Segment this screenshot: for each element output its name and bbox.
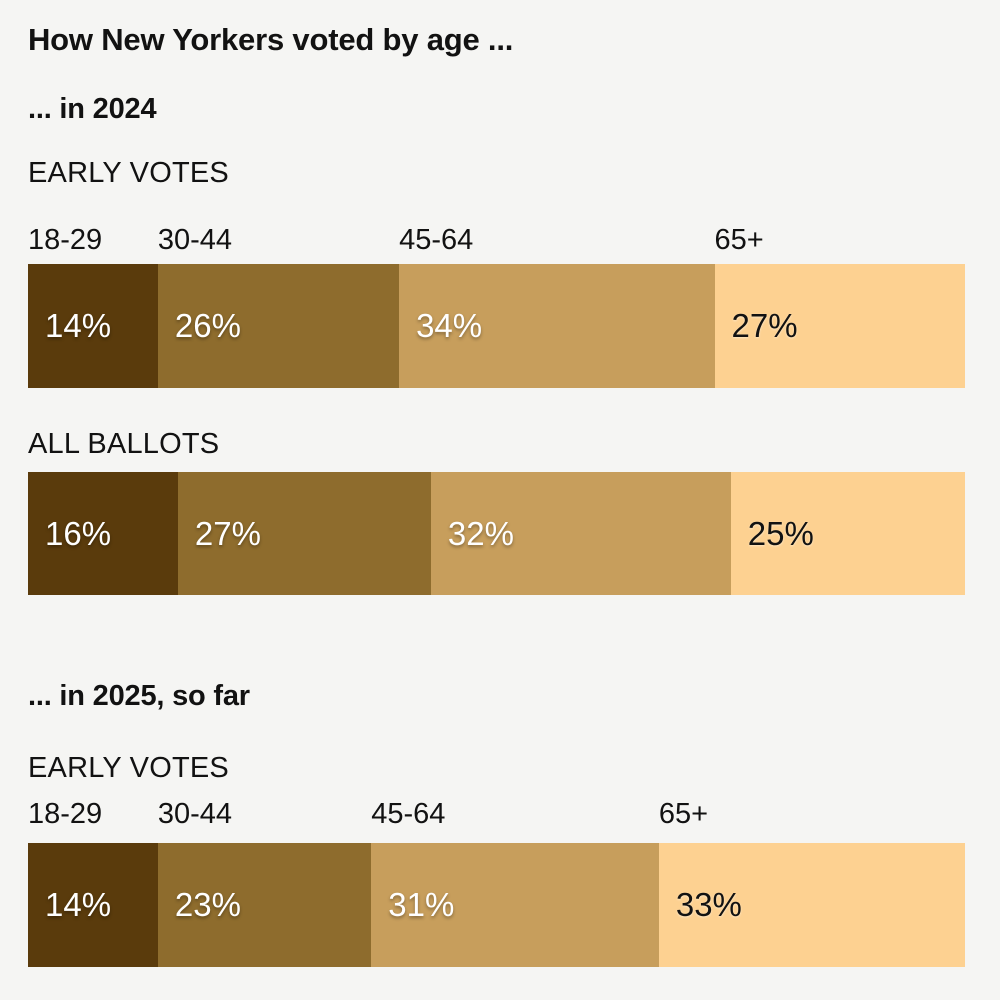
bar-segment-18-29: 14% [28, 264, 158, 388]
bar-value-label: 31% [388, 886, 455, 923]
bar-value-label: 25% [747, 514, 814, 552]
age-axis-label: 45-64 [371, 798, 446, 830]
chart-label-early-votes-2025: EARLY VOTES [28, 752, 229, 784]
age-axis-label: 45-64 [399, 224, 474, 256]
age-axis-label: 65+ [658, 798, 709, 830]
section-heading-2025: ... in 2025, so far [28, 680, 250, 712]
age-axis-row: 18-29 30-44 45-64 65+ [28, 224, 965, 256]
section-heading-2024: ... in 2024 [28, 93, 157, 125]
age-axis-label: 18-29 [28, 224, 103, 256]
age-axis-label: 30-44 [157, 224, 233, 256]
age-axis-cell: 30-44 [158, 798, 371, 830]
stacked-bar-2024-early-votes: 14% 26% 34% 27% [28, 264, 965, 388]
age-axis-cell: 45-64 [371, 798, 659, 830]
bar-value-label: 33% [675, 886, 742, 923]
age-axis-label: 18-29 [28, 798, 103, 830]
age-axis-cell: 45-64 [399, 224, 714, 256]
bar-value-label: 23% [174, 886, 241, 923]
chart-label-early-votes-2024: EARLY VOTES [28, 157, 229, 189]
bar-value-label: 14% [45, 307, 112, 344]
age-axis-cell: 65+ [715, 224, 965, 256]
bar-segment-18-29: 16% [28, 472, 178, 595]
page-title: How New Yorkers voted by age ... [28, 22, 514, 57]
bar-segment-18-29: 14% [28, 843, 158, 967]
bar-segment-30-44: 23% [157, 843, 372, 967]
bar-segment-65+: 25% [730, 472, 965, 595]
bar-value-label: 32% [447, 514, 514, 552]
age-axis-cell: 18-29 [28, 224, 158, 256]
chart-2024-all-ballots: ALL BALLOTS 16% 27% 32% 25% [28, 429, 965, 595]
age-axis-cell: 18-29 [28, 798, 158, 830]
bar-value-label: 27% [194, 514, 261, 552]
bar-segment-30-44: 27% [177, 472, 431, 595]
bar-value-label: 26% [174, 307, 241, 344]
bar-segment-45-64: 32% [430, 472, 731, 595]
chart-2025-early-votes: EARLY VOTES 18-29 30-44 45-64 65+ 14% 23% 31%… [28, 753, 965, 967]
section-2025: ... in 2025, so far EARLY VOTES 18-29 30-… [28, 680, 965, 967]
age-axis-label: 30-44 [157, 798, 233, 830]
bar-segment-65+: 33% [658, 843, 965, 967]
bar-segment-45-64: 31% [371, 843, 659, 967]
chart-label-all-ballots: ALL BALLOTS [28, 428, 220, 460]
bar-segment-30-44: 26% [157, 264, 400, 388]
age-axis-row: 18-29 30-44 45-64 65+ [28, 798, 965, 830]
stacked-bar-2025-early-votes: 14% 23% 31% 33% [28, 843, 965, 967]
stacked-bar-2024-all-ballots: 16% 27% 32% 25% [28, 472, 965, 595]
section-2024: ... in 2024 EARLY VOTES 18-29 30-44 45-64 6… [28, 93, 965, 595]
bar-value-label: 34% [416, 307, 483, 344]
bar-value-label: 27% [731, 307, 798, 344]
bar-segment-45-64: 34% [399, 264, 715, 388]
bar-value-label: 14% [45, 886, 112, 923]
age-axis-cell: 30-44 [158, 224, 399, 256]
age-axis-label: 65+ [714, 224, 764, 256]
age-axis-cell: 65+ [659, 798, 965, 830]
bar-value-label: 16% [45, 514, 112, 552]
bar-segment-65+: 27% [714, 264, 965, 388]
chart-2024-early-votes: EARLY VOTES 18-29 30-44 45-64 65+ 14% 26% 34%… [28, 158, 965, 388]
